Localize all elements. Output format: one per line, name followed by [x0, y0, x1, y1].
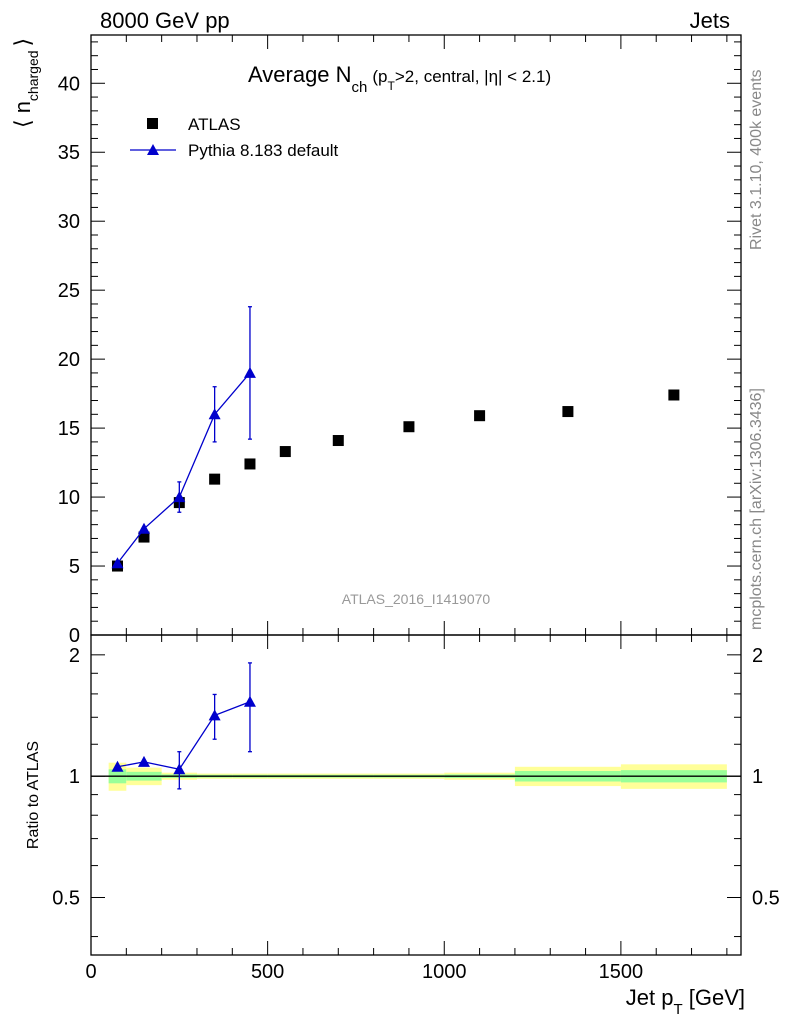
- y-axis-label: ⟨ ncharged ⟩: [10, 38, 41, 128]
- atlas-point: [244, 458, 256, 470]
- ratio-tick-label-right: 1: [752, 766, 763, 788]
- data-marks: [111, 306, 680, 790]
- y-tick-label: 15: [58, 418, 80, 440]
- pythia-point: [111, 557, 124, 569]
- side-text-top: Rivet 3.1.10, 400k events: [748, 69, 765, 250]
- atlas-point: [138, 531, 150, 543]
- y-tick-label: 40: [58, 73, 80, 95]
- y-tick-label: 5: [69, 556, 80, 578]
- atlas-point: [332, 435, 344, 447]
- y-tick-label: 20: [58, 349, 80, 371]
- ratio-tick-label-left: 2: [69, 645, 80, 667]
- title-main: Average N: [248, 62, 352, 87]
- ratio-plot-frame: [90, 634, 742, 956]
- header-right: Jets: [690, 8, 730, 33]
- ylabel-close: ⟩: [10, 38, 35, 47]
- legend-atlas-label: ATLAS: [188, 115, 241, 134]
- ylabel-sub: charged: [25, 50, 41, 101]
- atlas-point: [279, 446, 291, 458]
- pythia-ratio-point: [111, 760, 124, 772]
- pythia-ratio-point: [173, 763, 186, 775]
- ratio-tick-label-left: 1: [69, 766, 80, 788]
- pythia-ratio-point: [243, 695, 256, 707]
- atlas-point: [474, 410, 486, 422]
- legend-pythia-label: Pythia 8.183 default: [188, 141, 339, 160]
- y-tick-label: 10: [58, 487, 80, 509]
- ratio-tick-label-left: 0.5: [52, 887, 80, 909]
- title-sub: ch: [352, 79, 368, 96]
- x-tick-label: 0: [85, 961, 96, 983]
- atlas-point: [403, 421, 415, 433]
- ratio-y-axis-label: Ratio to ATLAS: [25, 741, 42, 849]
- axis-tick-labels: 0 500 1000 1500 0 5 10 15 20 25 30 35 40 0.5 0.5 1 1 2 2: [52, 73, 780, 983]
- xlabel-sub: T: [673, 1001, 682, 1018]
- atlas-point: [562, 406, 574, 418]
- legend-pythia-marker: [147, 144, 159, 155]
- axis-ticks: [90, 35, 741, 955]
- pythia-point: [137, 522, 150, 534]
- legend-atlas-marker: [147, 118, 158, 129]
- atlas-point: [668, 389, 680, 401]
- pythia-ratio-line: [117, 701, 251, 771]
- pythia-ratio-point: [208, 709, 221, 721]
- chart-title: Average Nch(pT>2, central, |η| < 2.1): [248, 62, 551, 96]
- header-left: 8000 GeV pp: [100, 8, 230, 33]
- pythia-point: [208, 408, 221, 420]
- x-tick-label: 1000: [422, 961, 467, 983]
- ratio-uncertainty-bands: [91, 762, 741, 791]
- pythia-line: [116, 372, 251, 564]
- x-tick-label: 500: [251, 961, 284, 983]
- x-tick-label: 1500: [599, 961, 644, 983]
- atlas-point: [209, 473, 221, 485]
- title-paren-rest: >2, central, |η| < 2.1): [395, 67, 551, 86]
- analysis-watermark: ATLAS_2016_I1419070: [342, 591, 491, 607]
- ratio-tick-label-right: 2: [752, 645, 763, 667]
- y-tick-label: 30: [58, 211, 80, 233]
- ratio-tick-label-right: 0.5: [752, 887, 780, 909]
- y-tick-label: 35: [58, 142, 80, 164]
- pythia-point: [173, 491, 186, 503]
- y-tick-label: 25: [58, 280, 80, 302]
- x-axis-label: Jet pT [GeV]: [626, 985, 745, 1018]
- pythia-ratio-point: [137, 755, 150, 767]
- ylabel-main: ⟨ n: [10, 101, 35, 128]
- pythia-point: [243, 366, 256, 378]
- side-text-bottom: mcplots.cern.ch [arXiv:1306.3436]: [748, 388, 765, 630]
- y-tick-label: 0: [69, 625, 80, 647]
- legend: ATLAS Pythia 8.183 default: [130, 115, 339, 160]
- xlabel-main: Jet p: [626, 985, 674, 1010]
- xlabel-unit: [GeV]: [683, 985, 745, 1010]
- title-paren-sub: T: [388, 79, 396, 93]
- title-paren-open: (p: [372, 67, 387, 86]
